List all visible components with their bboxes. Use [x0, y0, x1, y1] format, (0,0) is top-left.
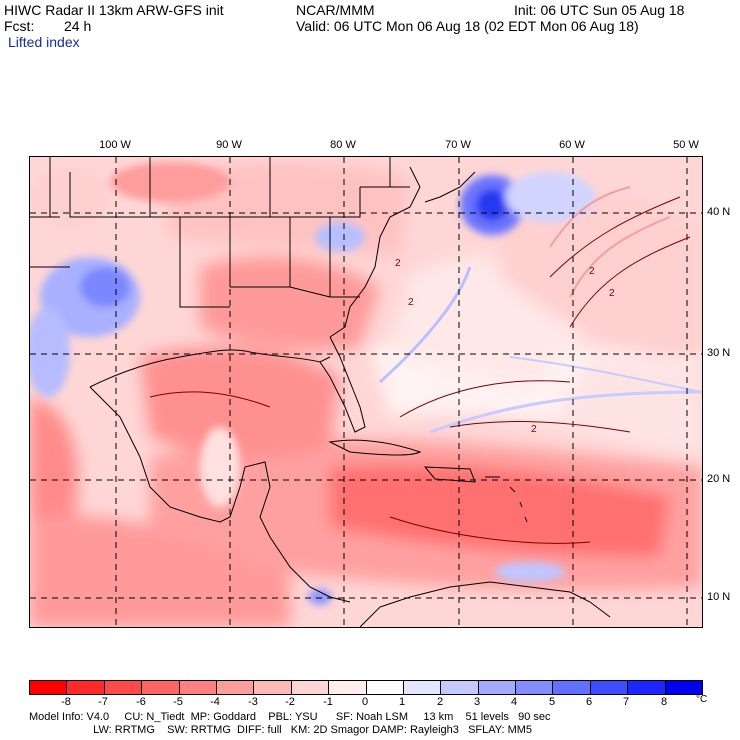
valid-time: Valid: 06 UTC Mon 06 Aug 18 (02 EDT Mon … [296, 18, 639, 34]
field-name: Lifted index [8, 34, 80, 50]
colorbar-tick: 4 [510, 696, 518, 708]
colorbar-segment [329, 681, 367, 694]
contour-label: 2 [589, 266, 595, 277]
longitude-label-90w: 90 W [216, 139, 242, 151]
colorbar-segment [291, 681, 330, 694]
colorbar-tick: -3 [248, 696, 258, 708]
colorbar-segment [216, 681, 255, 694]
colorbar-tick: -5 [173, 696, 183, 708]
colorbar-segment [67, 681, 105, 694]
colorbar-tick: 3 [473, 696, 481, 708]
colorbar-tick: 2 [436, 696, 444, 708]
colorbar-segment [104, 681, 143, 694]
colorbar-tick: 7 [622, 696, 630, 708]
colorbar-tick: 8 [660, 696, 668, 708]
colorbar-segment [628, 681, 666, 694]
colorbar-segment [179, 681, 217, 694]
contour-label: 2 [531, 424, 537, 435]
color-scale-bar [29, 680, 703, 695]
colorbar-segment [478, 681, 517, 694]
init-time: Init: 06 UTC Sun 05 Aug 18 [514, 2, 685, 18]
colorbar-tick: -2 [285, 696, 295, 708]
model-info-line-1: Model Info: V4.0 CU: N_Tiedt MP: Goddard… [29, 711, 551, 723]
latitude-label-30n: 30 N [707, 347, 731, 359]
colorbar-segment [665, 681, 703, 694]
colorbar-segment [516, 681, 554, 694]
latitude-label-10n: 10 N [707, 591, 731, 603]
colorbar-segment [441, 681, 479, 694]
longitude-label-50w: 50 W [673, 139, 699, 151]
contour-label: 2 [408, 297, 414, 308]
forecast-label: Fcst: [4, 18, 35, 34]
colorbar-tick: 0 [361, 696, 369, 708]
colorbar-tick: -7 [98, 696, 108, 708]
contour-label: 2 [395, 258, 401, 269]
longitude-label-60w: 60 W [559, 139, 585, 151]
colorbar-segment [30, 681, 68, 694]
longitude-label-100w: 100 W [99, 139, 131, 151]
longitude-label-70w: 70 W [445, 139, 471, 151]
latitude-label-20n: 20 N [707, 473, 731, 485]
colorbar-tick: 5 [548, 696, 556, 708]
contour-label: 2 [609, 288, 615, 299]
latitude-label-40n: 40 N [707, 206, 731, 218]
colorbar-tick: 1 [398, 696, 406, 708]
colorbar-tick: 6 [585, 696, 593, 708]
forecast-hour: 24 h [64, 18, 92, 34]
model-info-line-2: LW: RRTMG SW: RRTMG DIFF: full KM: 2D Sm… [29, 724, 533, 736]
colorbar-segment [366, 681, 404, 694]
colorbar-tick: -1 [323, 696, 333, 708]
model-title: HIWC Radar II 13km ARW-GFS init [4, 2, 224, 18]
source-label: NCAR/MMM [296, 2, 375, 18]
colorbar-segment [254, 681, 292, 694]
colorbar-segment [590, 681, 629, 694]
colorbar-tick: -4 [210, 696, 220, 708]
colorbar-segment [403, 681, 442, 694]
colorbar-tick: -8 [61, 696, 71, 708]
lifted-index-map [29, 156, 703, 628]
colorbar-tick: -6 [136, 696, 146, 708]
longitude-label-80w: 80 W [330, 139, 356, 151]
map-canvas [30, 157, 702, 627]
colorbar-unit: °C [696, 694, 708, 705]
colorbar-segment [142, 681, 180, 694]
colorbar-segment [553, 681, 591, 694]
